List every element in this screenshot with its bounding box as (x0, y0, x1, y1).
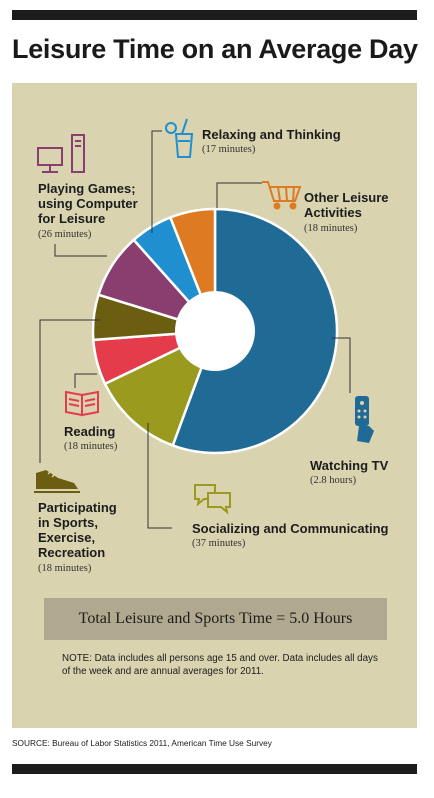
label-other-line2: Activities (304, 205, 362, 220)
label-sports-value: (18 minutes) (38, 563, 92, 574)
label-reading-value: (18 minutes) (64, 441, 118, 452)
label-social-title: Socializing and Communicating (192, 521, 389, 536)
label-other-value: (18 minutes) (304, 223, 358, 234)
label-sports-line3: Exercise, (38, 530, 96, 545)
tv-remote-icon (355, 396, 374, 443)
label-games-value: (26 minutes) (38, 229, 92, 240)
leader-lines (39, 130, 351, 529)
label-tv-value: (2.8 hours) (310, 475, 357, 486)
shopping-cart-icon (262, 181, 302, 210)
source-text: SOURCE: Bureau of Labor Statistics 2011,… (12, 738, 272, 748)
total-time-box: Total Leisure and Sports Time = 5.0 Hour… (44, 598, 387, 640)
chat-bubbles-icon (194, 484, 231, 515)
label-games-line1: Playing Games; (38, 181, 136, 196)
bottom-rule (12, 764, 417, 774)
donut-hole (175, 291, 255, 371)
drink-icon (165, 118, 194, 158)
label-relaxing-value: (17 minutes) (202, 144, 256, 155)
donut-chart (34, 118, 374, 529)
label-games-line2: using Computer (38, 196, 138, 211)
label-games-line3: for Leisure (38, 211, 106, 226)
page-title: Leisure Time on an Average Day (12, 34, 418, 64)
sneaker-icon (34, 470, 80, 493)
note-text: NOTE: Data includes all persons age 15 a… (62, 653, 378, 677)
label-tv-title: Watching TV (310, 458, 389, 473)
top-rule (12, 10, 417, 20)
label-sports-line1: Participating (38, 500, 117, 515)
label-social-value: (37 minutes) (192, 538, 246, 549)
computer-icon (37, 134, 85, 173)
label-other-line1: Other Leisure (304, 190, 389, 205)
label-sports-line2: in Sports, (38, 515, 98, 530)
label-sports-line4: Recreation (38, 545, 106, 560)
label-relaxing-title: Relaxing and Thinking (202, 127, 341, 142)
book-icon (65, 390, 99, 417)
label-reading-title: Reading (64, 424, 116, 439)
